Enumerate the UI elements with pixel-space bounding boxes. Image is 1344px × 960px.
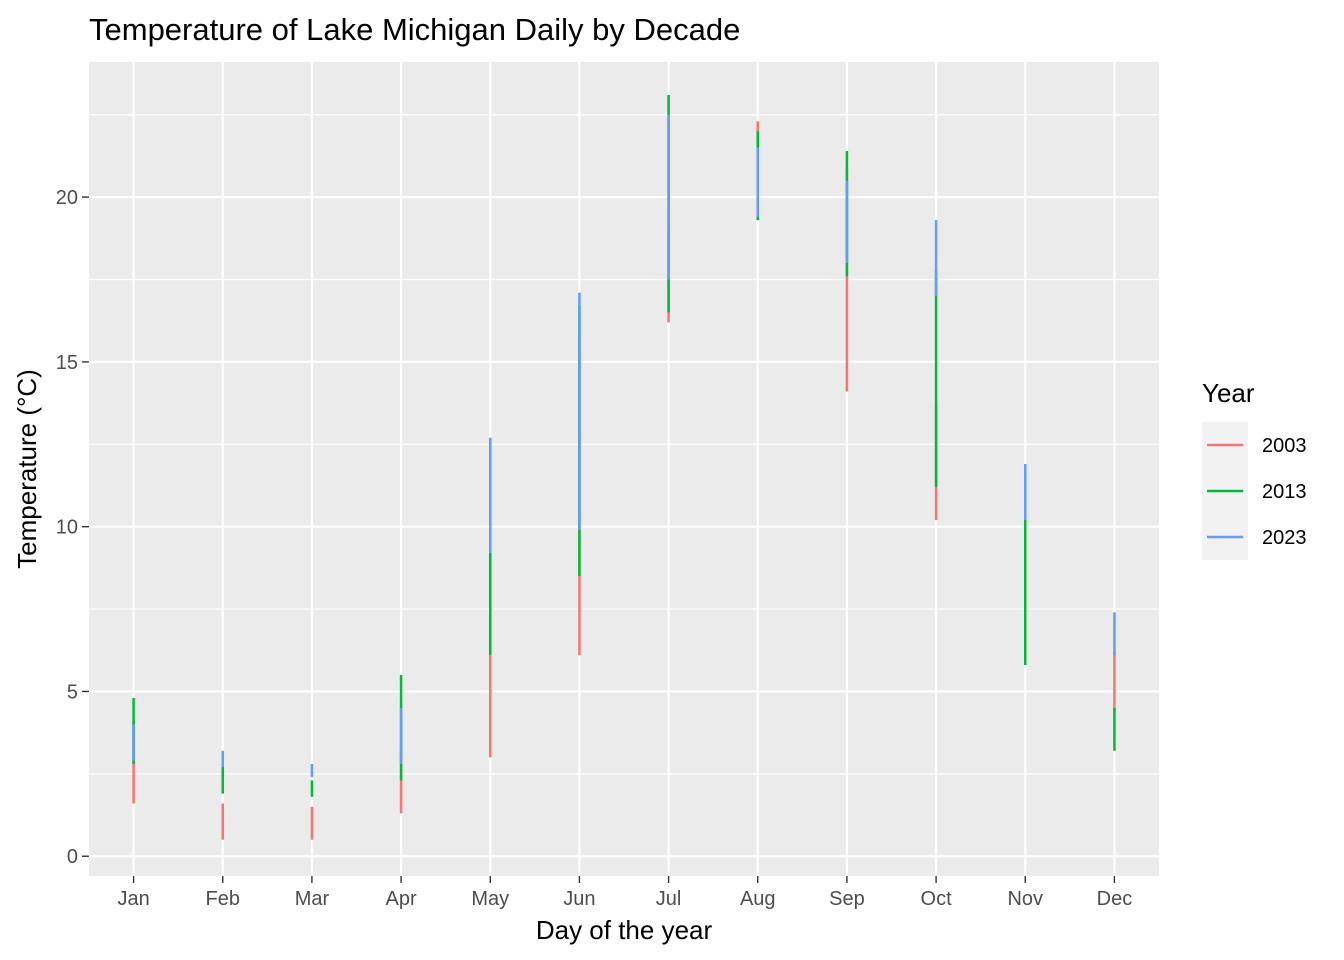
y-tick-label: 5 [67,681,78,703]
y-tick-label: 15 [56,352,78,374]
chart-title: Temperature of Lake Michigan Daily by De… [89,12,740,47]
legend-label-2003: 2003 [1262,435,1307,457]
legend-keys: 2003 2013 2023 [1202,422,1307,560]
x-axis-title: Day of the year [536,915,713,945]
y-tick-label: 0 [67,846,78,868]
legend-label-2013: 2013 [1262,481,1307,503]
y-axis-title: Temperature (°C) [12,369,42,569]
x-tick-label: Jun [563,888,595,910]
x-tick-label: Jan [117,888,149,910]
x-axis: Jan Feb Mar Apr May Jun Jul Aug Sep Oct Nov Dec [117,876,1132,910]
x-tick-label: Dec [1097,888,1133,910]
data-marks [132,94,1116,840]
y-tick-label: 10 [56,517,78,539]
legend-label-2023: 2023 [1262,527,1307,549]
x-tick-label: Aug [740,888,776,910]
legend-title: Year [1202,378,1255,408]
y-axis: 0 5 10 15 20 [56,187,89,868]
plot-panel [89,62,1159,876]
y-tick-label: 20 [56,187,78,209]
minor-gridlines [89,114,1159,775]
x-tick-label: Nov [1007,888,1043,910]
series-2023 [132,114,1116,778]
x-tick-label: Apr [386,888,417,910]
x-tick-label: Mar [295,888,330,910]
x-tick-label: May [471,888,509,910]
x-tick-label: Oct [921,888,953,910]
x-tick-label: Jul [656,888,682,910]
legend: Year 2003 2013 2023 [1202,378,1307,560]
x-tick-label: Sep [829,888,865,910]
x-tick-label: Feb [206,888,240,910]
